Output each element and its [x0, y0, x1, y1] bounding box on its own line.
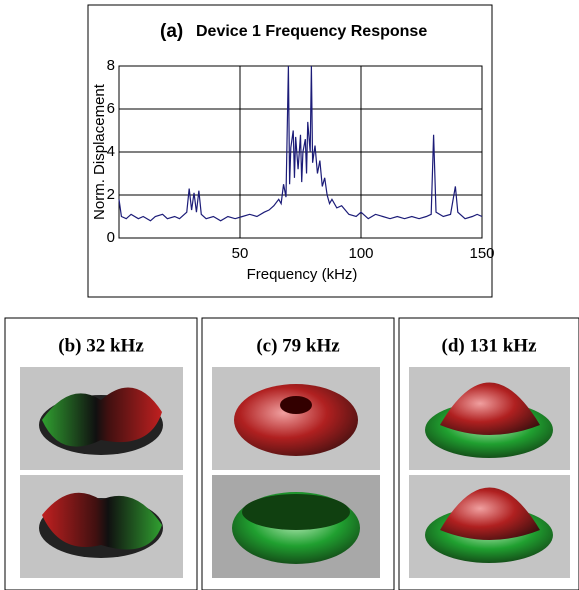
panel-frame	[201, 317, 395, 590]
peak	[440, 382, 540, 435]
panel-title: (c) 79 kHz	[256, 335, 340, 356]
panel: (c) 79 kHz	[201, 317, 395, 590]
panel: (b) 32 kHz	[4, 317, 198, 590]
panel-title: (d) 131 kHz	[442, 335, 538, 356]
panel-frame	[4, 317, 198, 590]
plot: 0 2 4 6 8 50 100 150	[107, 57, 495, 262]
y-tick-label: 2	[107, 186, 115, 203]
panel: (d) 131 kHz	[398, 317, 579, 590]
panel-label: (a)	[160, 21, 183, 42]
mode-shape	[42, 492, 162, 550]
chart-frame	[87, 4, 493, 298]
mode-shape	[42, 387, 162, 447]
x-tick-label: 150	[469, 245, 494, 262]
y-axis-label: Norm. Displacement	[91, 83, 108, 220]
rim	[242, 494, 350, 530]
x-axis-label: Frequency (kHz)	[247, 266, 358, 283]
panel-frame	[398, 317, 579, 590]
x-tick-label: 100	[348, 245, 373, 262]
y-tick-label: 0	[107, 229, 115, 246]
y-tick-label: 6	[107, 100, 115, 117]
mode-shape	[234, 384, 358, 456]
center	[280, 396, 312, 414]
chart-title: Device 1 Frequency Response	[196, 23, 427, 40]
peak	[440, 487, 540, 540]
y-tick-label: 8	[107, 57, 115, 74]
y-tick-label: 4	[107, 143, 115, 160]
x-tick-label: 50	[232, 245, 249, 262]
data-line	[118, 65, 483, 222]
panel-title: (b) 32 kHz	[58, 335, 144, 356]
